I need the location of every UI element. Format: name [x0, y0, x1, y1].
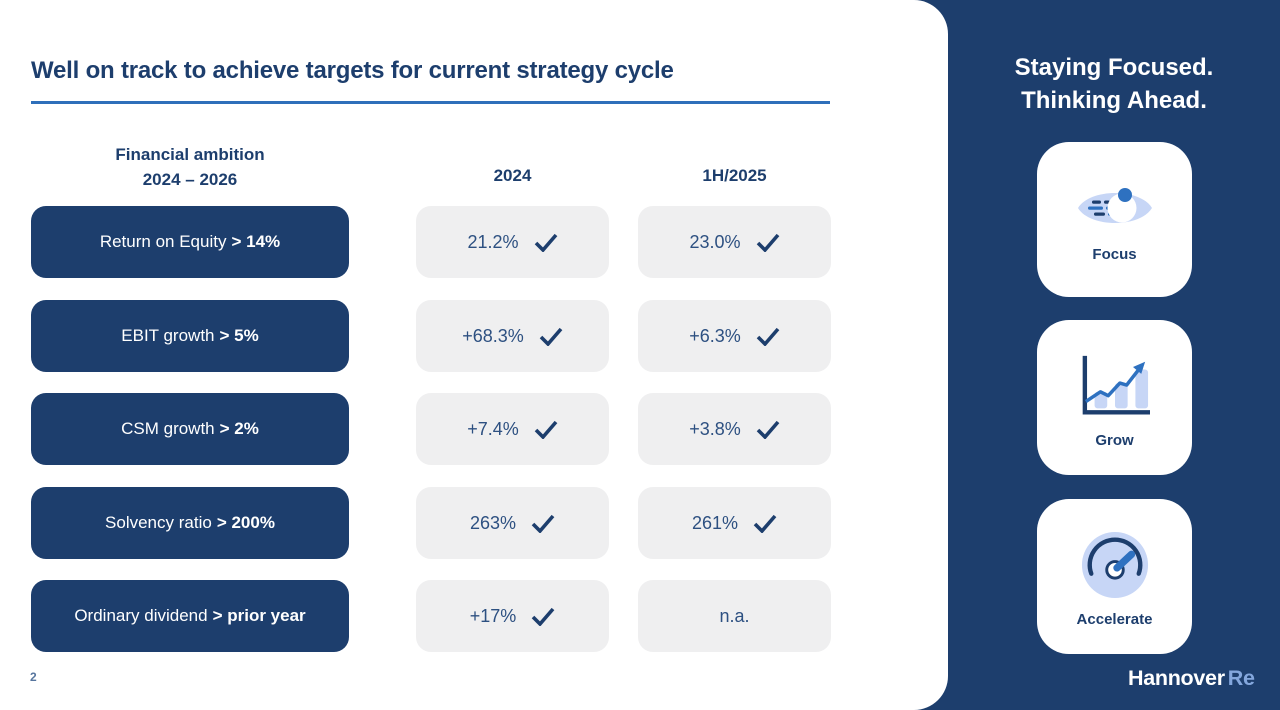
sidebar-heading: Staying Focused. Thinking Ahead.	[948, 52, 1280, 118]
value-text: +6.3%	[689, 325, 741, 346]
check-icon	[534, 233, 558, 252]
logo-text-re: Re	[1227, 666, 1255, 690]
check-icon	[756, 327, 780, 346]
speedometer-icon	[1080, 530, 1150, 600]
bar-chart-icon	[1075, 351, 1155, 421]
check-icon	[539, 327, 563, 346]
metric-pill-ordinary-dividend: Ordinary dividend > prior year	[31, 580, 349, 652]
sidebar-card-label: Focus	[1092, 245, 1137, 263]
sidebar-card-accelerate: Accelerate	[1037, 499, 1192, 654]
value-text: +68.3%	[462, 325, 524, 346]
value-cell-solvency-2024: 263%	[416, 487, 609, 559]
value-text: 23.0%	[689, 231, 741, 252]
check-icon	[534, 420, 558, 439]
value-cell-dividend-2024: +17%	[416, 580, 609, 652]
value-cell-ebit-2024: +68.3%	[416, 300, 609, 372]
column-header-ambition-line1: Financial ambition	[115, 145, 265, 164]
value-text: 261%	[691, 512, 739, 533]
title-underline	[31, 101, 830, 104]
sidebar-card-focus: Focus	[1037, 142, 1192, 297]
sidebar-card-grow: Grow	[1037, 320, 1192, 475]
metric-pill-return-on-equity: Return on Equity > 14%	[31, 206, 349, 278]
value-cell-solvency-1h2025: 261%	[638, 487, 831, 559]
sidebar-card-label: Accelerate	[1076, 610, 1153, 628]
value-cell-ebit-1h2025: +6.3%	[638, 300, 831, 372]
metric-label: Ordinary dividend > prior year	[74, 606, 306, 625]
value-cell-roe-2024: 21.2%	[416, 206, 609, 278]
sidebar-card-label: Grow	[1095, 431, 1134, 449]
value-text: n.a.	[719, 605, 750, 626]
value-text: 21.2%	[467, 231, 519, 252]
slide-content-card: Well on track to achieve targets for cur…	[0, 0, 948, 710]
value-text: 263%	[469, 512, 517, 533]
page-number: 2	[30, 670, 37, 684]
value-text: +3.8%	[689, 418, 741, 439]
value-cell-csm-2024: +7.4%	[416, 393, 609, 465]
value-text: +7.4%	[467, 418, 519, 439]
logo-text-hannover: Hannover	[1128, 666, 1225, 690]
column-header-2024: 2024	[493, 166, 532, 185]
check-icon	[531, 607, 555, 626]
column-header-ambition-line2: 2024 – 2026	[142, 169, 238, 189]
column-header-1h2025: 1H/2025	[702, 166, 767, 185]
value-cell-roe-1h2025: 23.0%	[638, 206, 831, 278]
metric-pill-csm-growth: CSM growth > 2%	[31, 393, 349, 465]
eye-icon	[1075, 181, 1155, 235]
value-cell-csm-1h2025: +3.8%	[638, 393, 831, 465]
metric-pill-ebit-growth: EBIT growth > 5%	[31, 300, 349, 372]
check-icon	[753, 514, 777, 533]
metric-pill-solvency-ratio: Solvency ratio > 200%	[31, 487, 349, 559]
sidebar-heading-line2: Thinking Ahead.	[1021, 86, 1207, 114]
metric-label: Solvency ratio > 200%	[105, 513, 275, 532]
metric-label: Return on Equity > 14%	[99, 232, 281, 251]
value-text: +17%	[469, 605, 517, 626]
check-icon	[531, 514, 555, 533]
value-cell-dividend-1h2025: n.a.	[638, 580, 831, 652]
metric-label: CSM growth > 2%	[121, 419, 259, 438]
sidebar-heading-line1: Staying Focused.	[1014, 54, 1214, 81]
hannover-re-logo: Hannover Re	[1128, 666, 1255, 691]
slide-title: Well on track to achieve targets for cur…	[31, 57, 674, 84]
check-icon	[756, 233, 780, 252]
column-header-financial-ambition: Financial ambition 2024 – 2026	[31, 143, 349, 192]
check-icon	[756, 420, 780, 439]
metric-label: EBIT growth > 5%	[121, 326, 259, 345]
